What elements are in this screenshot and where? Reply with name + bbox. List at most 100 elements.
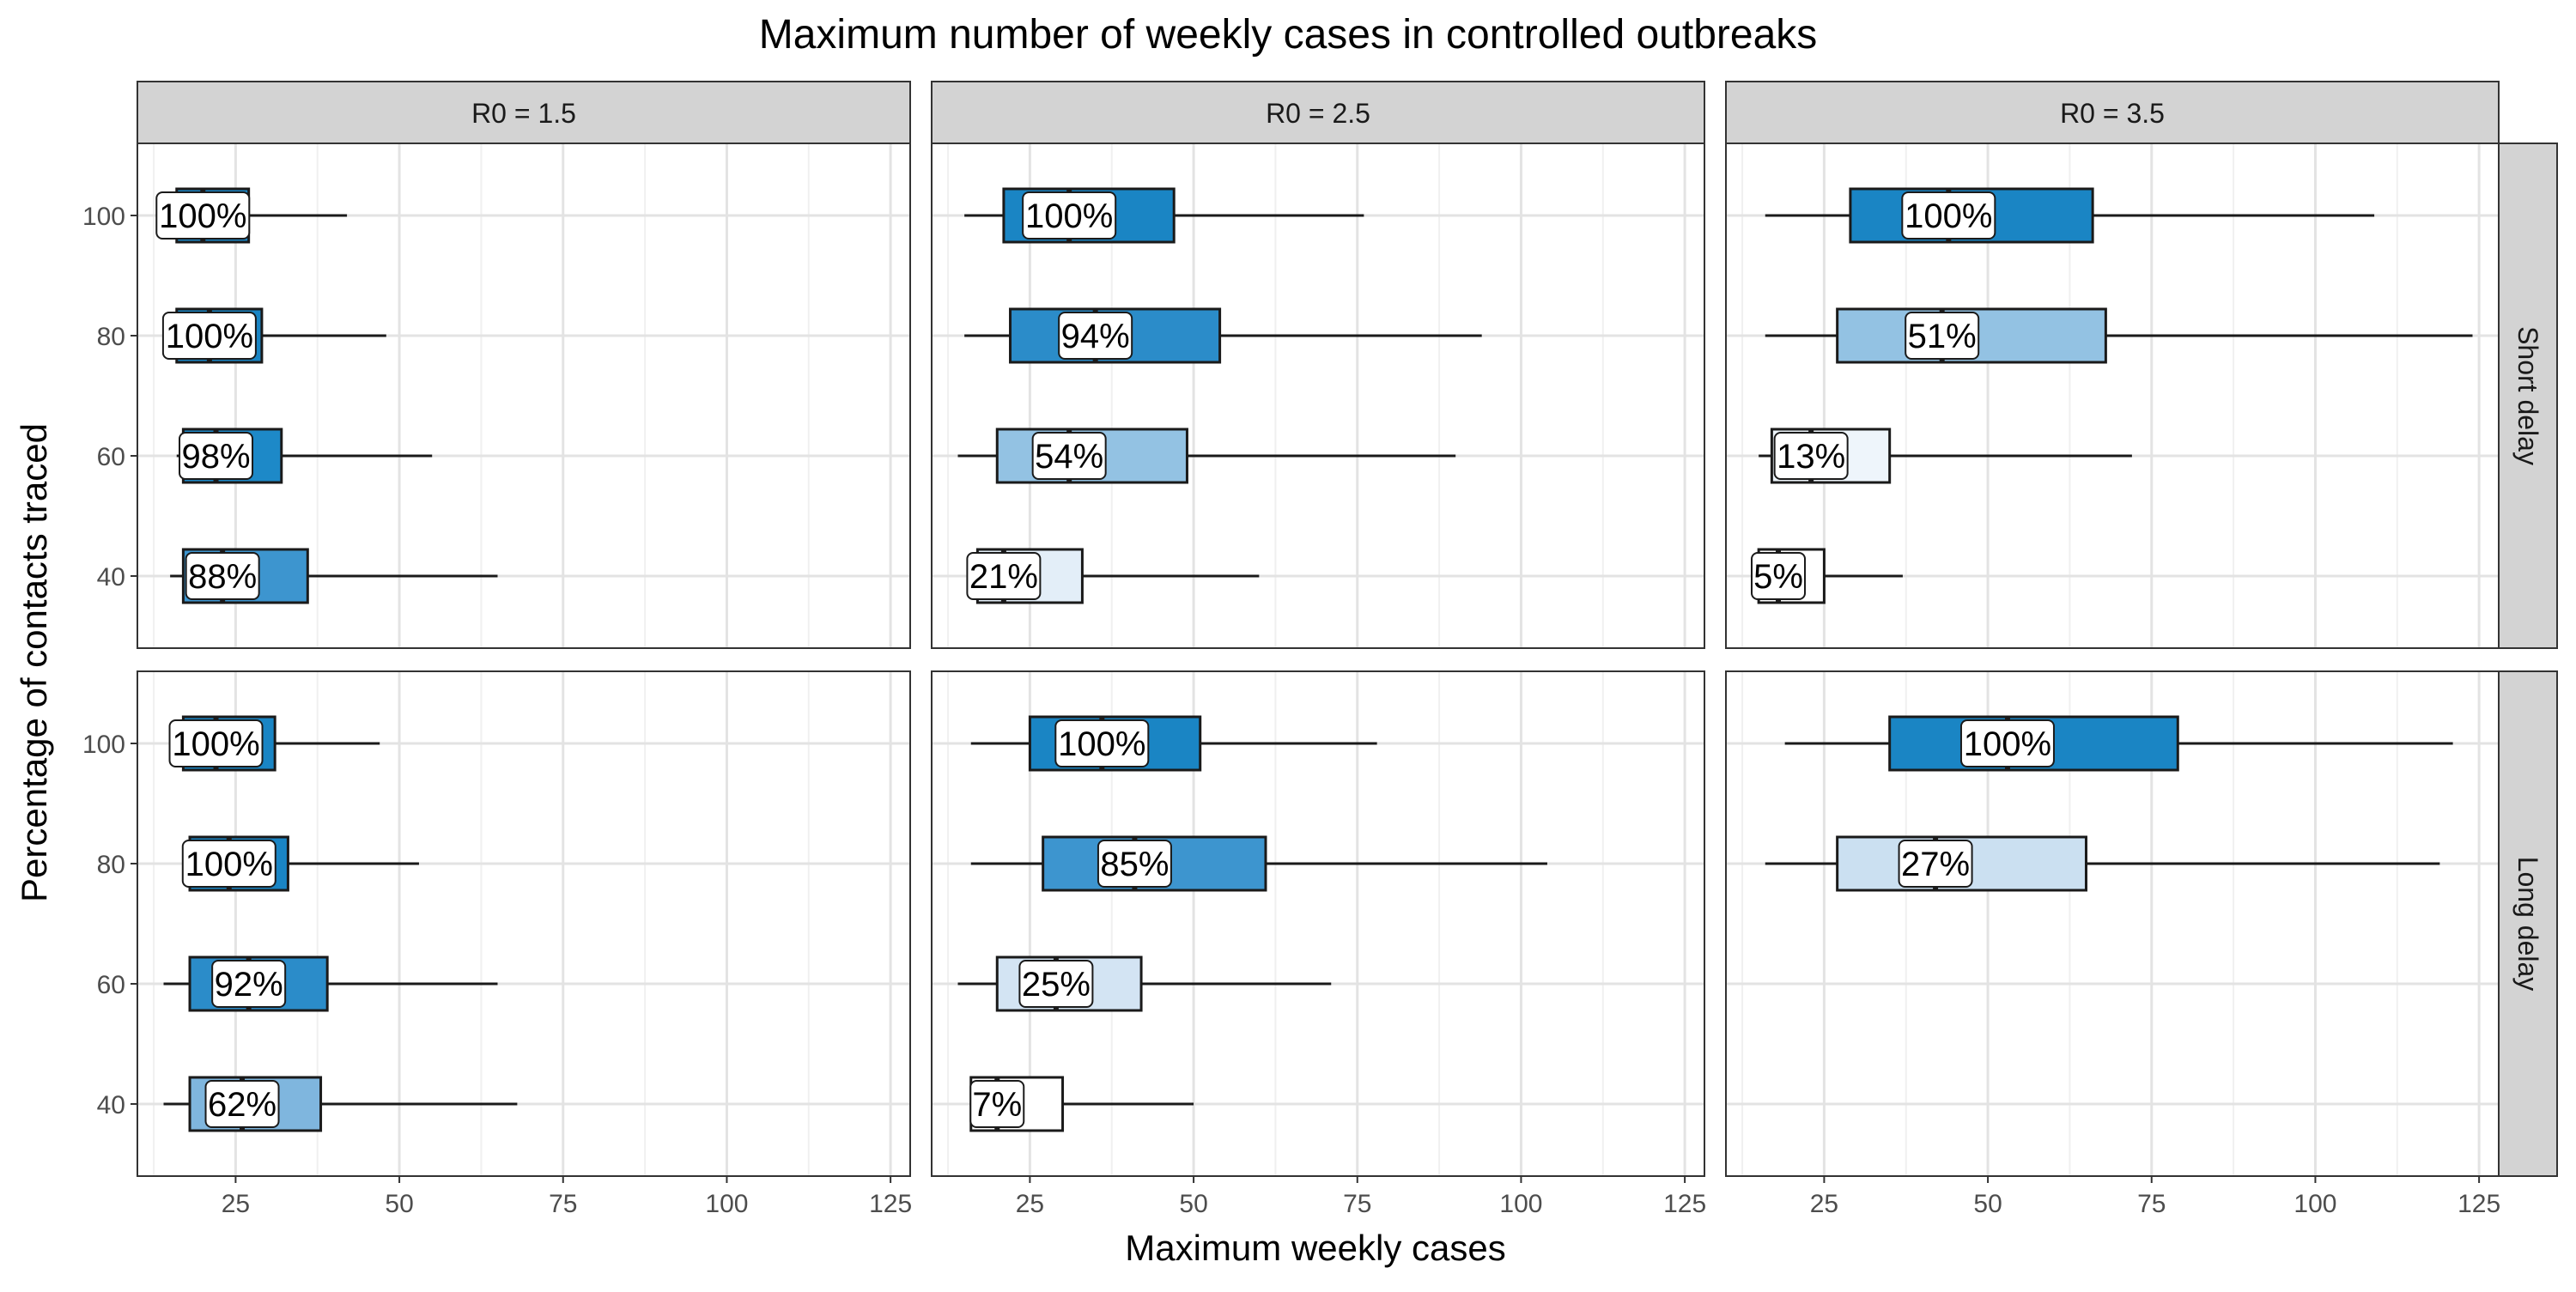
data-label-box <box>1058 312 1133 360</box>
data-label: 25% <box>1022 966 1091 1004</box>
x-tick-label: 25 <box>1016 1190 1044 1218</box>
panel-border <box>931 670 1705 1177</box>
data-label-box <box>1018 960 1094 1008</box>
y-tick-label: 40 <box>97 563 125 591</box>
box-group: 100% <box>1784 715 2453 772</box>
x-tick-label: 125 <box>869 1190 912 1218</box>
panel-border <box>137 143 911 649</box>
box-group: 25% <box>957 955 1332 1012</box>
data-label-box <box>1898 840 1973 888</box>
facet-strip-row <box>2498 670 2558 1177</box>
x-tick-label: 100 <box>705 1190 748 1218</box>
data-label-box <box>966 552 1042 600</box>
y-axis-label: Percentage of contacts traced <box>14 423 54 902</box>
facet-strip-row <box>2498 143 2558 649</box>
x-tick-label: 75 <box>2137 1190 2166 1218</box>
data-label: 100% <box>1058 725 1145 763</box>
data-label: 27% <box>1901 846 1970 883</box>
data-label: 54% <box>1035 438 1103 476</box>
chart-title: Maximum number of weekly cases in contro… <box>759 12 1818 58</box>
data-label: 88% <box>188 558 257 596</box>
x-tick-label: 100 <box>2293 1190 2336 1218</box>
data-label: 62% <box>208 1086 276 1124</box>
data-label-box <box>1097 840 1172 888</box>
box-group: 94% <box>964 307 1482 364</box>
y-tick-label: 80 <box>97 323 125 351</box>
data-label-box <box>161 312 257 360</box>
data-label-box <box>211 960 287 1008</box>
data-label-box <box>1031 432 1107 480</box>
data-label: 100% <box>1964 725 2051 763</box>
x-tick-label: 50 <box>1973 1190 2002 1218</box>
box-group: 100% <box>1765 187 2375 244</box>
data-label: 51% <box>1908 318 1977 355</box>
y-tick-label: 40 <box>97 1091 125 1119</box>
data-label-box <box>204 1080 280 1128</box>
x-tick-label: 75 <box>1343 1190 1371 1218</box>
data-label: 85% <box>1100 846 1169 883</box>
panel-border <box>137 670 911 1177</box>
data-label-box <box>181 840 276 888</box>
data-label-box <box>1773 432 1849 480</box>
data-label: 100% <box>166 318 253 355</box>
box-group: 100% <box>155 187 348 244</box>
data-label-box <box>179 432 254 480</box>
data-label: 100% <box>159 197 246 235</box>
facet-strip-col <box>137 81 911 144</box>
panel-border <box>1725 143 2500 649</box>
x-tick-label: 100 <box>1499 1190 1542 1218</box>
box-group: 92% <box>163 955 498 1012</box>
data-label: 100% <box>1905 197 1992 235</box>
data-label: 94% <box>1061 318 1130 355</box>
box-group: 54% <box>957 428 1456 484</box>
data-label-box <box>155 191 251 240</box>
facet-strip-col <box>931 81 1705 144</box>
box-group: 100% <box>161 307 386 364</box>
y-tick-label: 60 <box>97 443 125 471</box>
x-tick-label: 25 <box>222 1190 250 1218</box>
box-group: 7% <box>969 1076 1194 1132</box>
data-label: 21% <box>969 558 1038 596</box>
box-group: 88% <box>170 548 498 604</box>
box-group: 98% <box>176 428 433 484</box>
y-tick-label: 60 <box>97 971 125 999</box>
box-group: 100% <box>181 835 419 892</box>
box-group: 62% <box>163 1076 518 1132</box>
data-label: 13% <box>1777 438 1845 476</box>
x-tick-label: 125 <box>2458 1190 2500 1218</box>
data-label-box <box>969 1080 1025 1128</box>
data-label-box <box>1751 552 1807 600</box>
data-label: 98% <box>181 438 250 476</box>
data-label-box <box>1022 191 1117 240</box>
facet-strip-row-label: Long delay <box>2512 857 2543 992</box>
data-label: 100% <box>1025 197 1113 235</box>
x-tick-label: 50 <box>385 1190 413 1218</box>
box-group: 100% <box>970 715 1377 772</box>
panel-background <box>1726 143 2499 648</box>
x-tick-label: 75 <box>549 1190 577 1218</box>
x-tick-label: 125 <box>1663 1190 1706 1218</box>
facet-strip-col-label: R0 = 2.5 <box>1266 98 1370 129</box>
data-label-box <box>1901 191 1996 240</box>
x-axis-label: Maximum weekly cases <box>1125 1228 1505 1268</box>
panel-border <box>1725 670 2500 1177</box>
data-label-box <box>185 552 260 600</box>
box-group: 85% <box>970 835 1547 892</box>
box-group: 21% <box>966 548 1260 604</box>
data-label: 100% <box>172 725 259 763</box>
data-label-box <box>1054 719 1150 767</box>
data-label-box <box>1905 312 1980 360</box>
facet-strip-col <box>1725 81 2500 144</box>
data-label: 7% <box>972 1086 1022 1124</box>
box-group: 13% <box>1759 428 2132 484</box>
box-group: 51% <box>1765 307 2473 364</box>
facet-panels: R0 = 1.5 R0 = 2.5 R0 = 3.5 Short delay Long … <box>82 81 2558 1218</box>
y-tick-label: 80 <box>97 851 125 879</box>
box-group: 27% <box>1765 835 2440 892</box>
data-label-box <box>168 719 264 767</box>
x-tick-label: 50 <box>1179 1190 1207 1218</box>
facet-strip-col-label: R0 = 1.5 <box>471 98 576 129</box>
panel-border <box>931 143 1705 649</box>
